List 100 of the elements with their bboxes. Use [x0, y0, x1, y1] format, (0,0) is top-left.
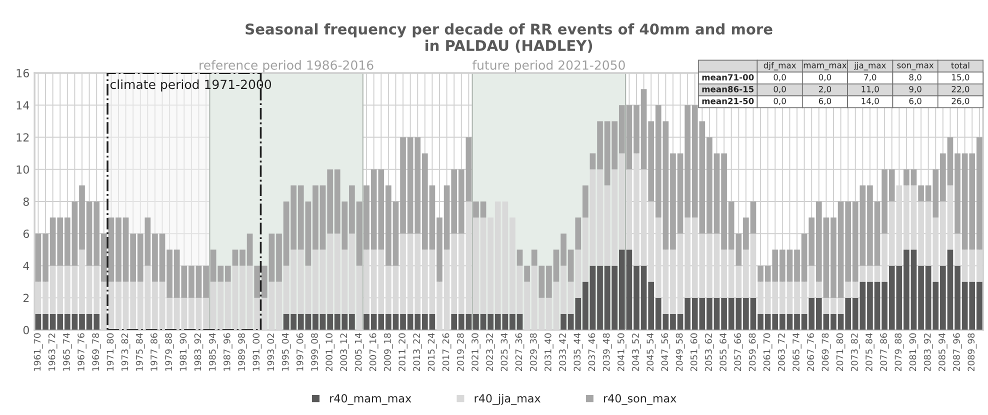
bar — [575, 218, 582, 250]
annotation: 11,0 — [862, 86, 879, 94]
annotation: 0,0 — [818, 74, 832, 82]
text: djf_max — [764, 62, 796, 70]
text: mam_max — [804, 64, 847, 70]
x-tick-label: 2085_94 — [938, 333, 948, 372]
x-tick-label: 2073_82 — [850, 334, 860, 372]
x-tick-label: 2035_44 — [574, 333, 583, 372]
x-tick-label: 2059_68 — [748, 333, 758, 372]
band-label: future period 2021-2050 — [472, 60, 625, 72]
y-tick-label: 6 — [23, 230, 30, 238]
x-tick-label: 2057_66 — [734, 333, 744, 372]
y-tick-label: 4 — [23, 262, 30, 270]
annotation: 6,0 — [909, 98, 922, 106]
x-tick-label: 2003_12 — [340, 334, 350, 372]
annotation: mean21-50 — [702, 98, 754, 104]
annotation: 0,0 — [774, 86, 786, 94]
x-tick-label: 2041_50 — [617, 333, 626, 372]
x-tick-label: 1989_98 — [238, 333, 247, 371]
annotation: 7,0 — [864, 74, 876, 82]
x-tick-label: 2033_42 — [559, 334, 568, 372]
annotation: 15,0 — [952, 74, 970, 82]
x-tick-label: 2065_74 — [792, 333, 802, 372]
x-tick-label: 2039_48 — [602, 333, 612, 372]
x-tick-label: 2047_56 — [661, 333, 670, 372]
legend-label: r40_mam_max — [330, 394, 412, 405]
x-tick-label: 2023_32 — [486, 334, 495, 372]
x-tick-label: 2089_98 — [968, 333, 977, 372]
annotation: mean71-00 — [702, 74, 754, 80]
x-tick-label: 1985_94 — [208, 333, 218, 371]
annotation: 0,0 — [774, 74, 786, 82]
annotation: 6,0 — [818, 98, 832, 106]
annotation: 14,0 — [862, 98, 879, 106]
legend-label: r40_son_max — [604, 394, 676, 405]
bar — [516, 250, 523, 266]
x-tick-label: 2063_72 — [778, 334, 787, 372]
annotation: 8,0 — [909, 74, 922, 82]
x-tick-label: 2025_34 — [500, 333, 510, 372]
x-tick-label: 2079_88 — [894, 333, 904, 372]
x-tick-label: 1969_78 — [92, 333, 102, 371]
x-tick-label: 2055_64 — [720, 333, 728, 372]
x-tick-label: 2019_28 — [456, 333, 466, 372]
x-tick-label: 2051_60 — [690, 333, 700, 372]
x-tick-label: 1965_74 — [63, 333, 72, 371]
annotation: 2,0 — [818, 86, 832, 94]
x-tick-label: 1991_00 — [252, 333, 262, 371]
x-tick-label: 2045_54 — [646, 333, 656, 372]
x-tick-label: 2021_30 — [472, 333, 480, 372]
text: jja_max — [854, 62, 886, 70]
x-tick-label: 2027_36 — [515, 333, 524, 372]
text: son_max — [897, 64, 934, 70]
x-tick-label: 2015_24 — [428, 333, 437, 372]
x-tick-label: 2005_14 — [354, 333, 364, 372]
x-tick-label: 2049_58 — [676, 333, 685, 372]
y-tick-label: 2 — [23, 294, 29, 302]
x-tick-label: 1975_84 — [136, 333, 145, 371]
x-tick-label: 2077_86 — [880, 333, 889, 372]
x-tick-label: 2037_46 — [588, 333, 598, 372]
x-tick-label: 1993_02 — [267, 334, 276, 371]
band-label: reference period 1986-2016 — [200, 60, 374, 72]
annotation: 9,0 — [909, 86, 922, 94]
x-tick-label: 2067_76 — [807, 333, 816, 372]
x-tick-label: 2087_96 — [953, 333, 962, 372]
y-tick-label: 14 — [16, 101, 30, 110]
x-tick-label: 2011_20 — [398, 333, 408, 372]
annotation: 0,0 — [774, 98, 786, 106]
x-tick-label: 2071_80 — [836, 333, 846, 372]
x-tick-label: 1983_92 — [194, 334, 204, 371]
y-tick-label: 0 — [23, 326, 29, 334]
x-tick-label: 1979_88 — [165, 333, 174, 371]
x-tick-label: 2081_90 — [909, 333, 918, 372]
x-tick-label: 1971_80 — [106, 333, 116, 371]
y-tick-label: 10 — [16, 165, 29, 174]
x-tick-label: 2001_10 — [326, 333, 334, 372]
x-tick-label: 2013_22 — [413, 334, 422, 372]
y-tick-label: 12 — [16, 133, 29, 142]
x-tick-label: 1967_76 — [78, 333, 86, 371]
x-tick-label: 1981_90 — [180, 333, 189, 371]
x-tick-label: 2009_18 — [384, 333, 393, 372]
y-tick-label: 16 — [16, 69, 30, 78]
x-tick-label: 1987_96 — [224, 333, 232, 371]
x-tick-label: 1997_06 — [296, 333, 306, 371]
annotation: 26,0 — [952, 98, 970, 106]
legend-label: r40_jja_max — [474, 394, 540, 405]
x-tick-label: 2061_70 — [763, 333, 772, 372]
x-tick-label: 1977_86 — [150, 333, 160, 371]
x-tick-label: 2075_84 — [866, 333, 874, 372]
annotation: mean86-15 — [702, 86, 754, 92]
x-tick-label: 2017_26 — [442, 333, 452, 372]
y-tick-label: 8 — [23, 197, 29, 206]
bar — [582, 185, 588, 218]
x-tick-label: 2029_38 — [530, 333, 539, 372]
x-tick-label: 1999_08 — [311, 333, 320, 371]
chart-title: Seasonal frequency per decade of RR events of 40mm and more in PALDAU (HADLEY) — [246, 23, 772, 53]
x-tick-label: 1973_82 — [121, 334, 130, 371]
x-tick-label: 2053_62 — [705, 334, 714, 372]
band-label: climate period 1971-2000 — [110, 79, 272, 92]
x-tick-label: 2043_52 — [632, 334, 641, 372]
x-tick-label: 1963_72 — [48, 334, 58, 371]
x-tick-label: 2083_92 — [924, 334, 933, 372]
